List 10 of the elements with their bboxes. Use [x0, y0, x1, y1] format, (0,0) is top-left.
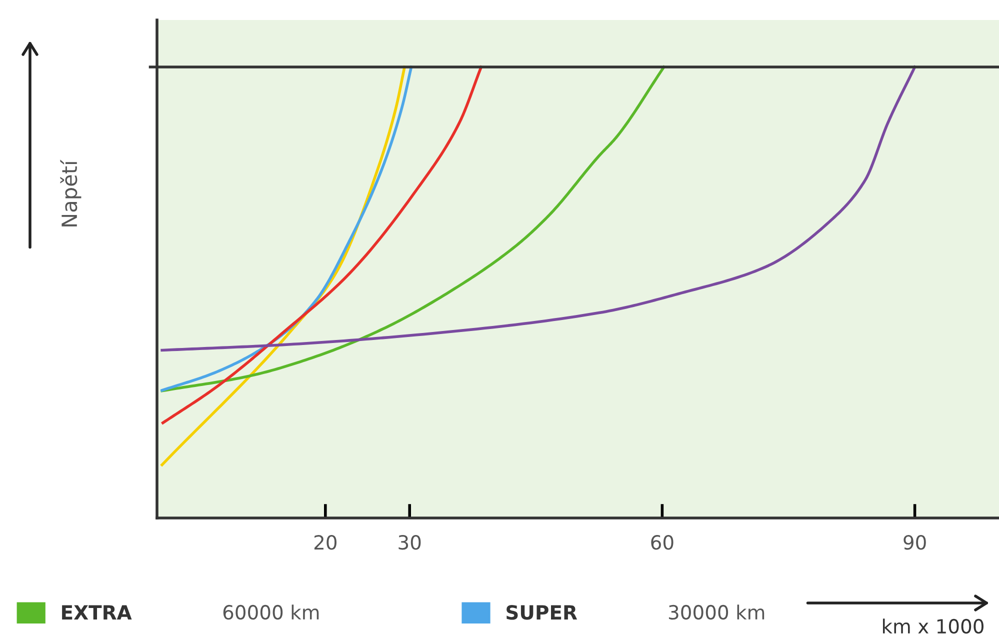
x-tick-label: 60 — [651, 535, 674, 550]
x-tick-label: 20 — [314, 535, 336, 550]
x-tick-label: 30 — [398, 535, 421, 550]
text: 60000 km — [223, 604, 319, 620]
legend-label: EXTRA — [62, 605, 132, 620]
legend-label: SUPER — [506, 605, 578, 620]
y-axis-title: Napětí — [60, 160, 82, 226]
x-axis-title: km x 1000 — [882, 618, 984, 634]
x-tick-label: 90 — [904, 535, 926, 550]
text: 30000 km — [668, 604, 764, 620]
